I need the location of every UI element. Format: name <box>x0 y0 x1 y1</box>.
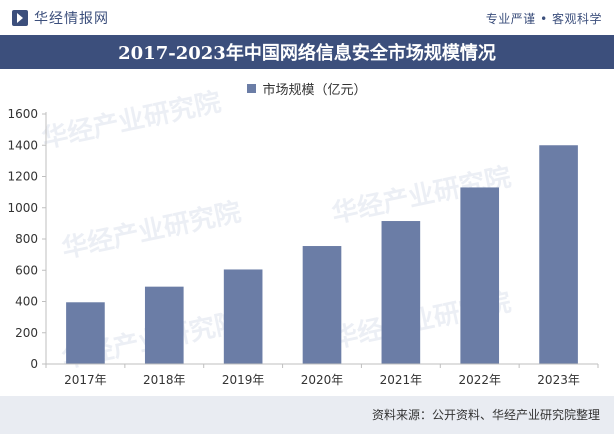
x-tick-label: 2021年 <box>380 373 423 387</box>
y-tick-label: 1200 <box>7 170 38 184</box>
title-bar: 2017-2023年中国网络信息安全市场规模情况 <box>0 35 614 69</box>
y-tick-label: 800 <box>15 232 38 246</box>
y-tick-label: 1400 <box>7 138 38 152</box>
brand-logo-icon <box>12 10 28 26</box>
bar-5 <box>460 187 500 364</box>
y-tick-label: 600 <box>15 263 38 277</box>
bar-0 <box>66 302 105 364</box>
y-tick-label: 200 <box>15 326 38 340</box>
legend-label: 市场规模（亿元） <box>262 82 367 98</box>
x-tick-label: 2020年 <box>301 373 344 387</box>
brand-name: 华经情报网 <box>34 11 109 27</box>
y-tick-label: 400 <box>15 295 38 309</box>
x-tick-label: 2023年 <box>537 373 580 387</box>
x-tick-label: 2017年 <box>64 373 107 387</box>
bar-2 <box>223 269 263 364</box>
source-note: 资料来源：公开资料、华经产业研究院整理 <box>371 408 600 422</box>
footer: 资料来源：公开资料、华经产业研究院整理 <box>0 396 614 434</box>
brand: 华经情报网 <box>12 8 109 28</box>
y-tick-label: 1600 <box>7 107 38 121</box>
chart-legend: 市场规模（亿元） <box>0 78 614 98</box>
x-tick-label: 2019年 <box>222 373 265 387</box>
bar-4 <box>381 221 421 364</box>
y-tick-label: 1000 <box>7 201 38 215</box>
bar-chart: 0 200 400 600 800 1000 1200 1400 1600 2017年 2018年… <box>7 107 599 387</box>
slogan: 专业严谨 • 客观科学 <box>485 12 602 26</box>
x-tick-label: 2022年 <box>458 373 501 387</box>
y-axis: 0 200 400 600 800 1000 1200 1400 1600 <box>7 107 47 371</box>
top-bar: 华经情报网 专业严谨 • 客观科学 <box>0 0 614 34</box>
bar-3 <box>302 246 342 364</box>
legend-swatch <box>247 83 257 93</box>
bar-6 <box>539 145 578 364</box>
bar-1 <box>144 286 184 364</box>
x-tick-label: 2018年 <box>143 373 186 387</box>
y-tick-label: 0 <box>30 357 38 371</box>
chart-title: 2017-2023年中国网络信息安全市场规模情况 <box>118 43 496 64</box>
bars <box>66 145 578 364</box>
x-axis: 2017年 2018年 2019年 2020年 2021年 2022年 2023年 <box>45 363 599 387</box>
